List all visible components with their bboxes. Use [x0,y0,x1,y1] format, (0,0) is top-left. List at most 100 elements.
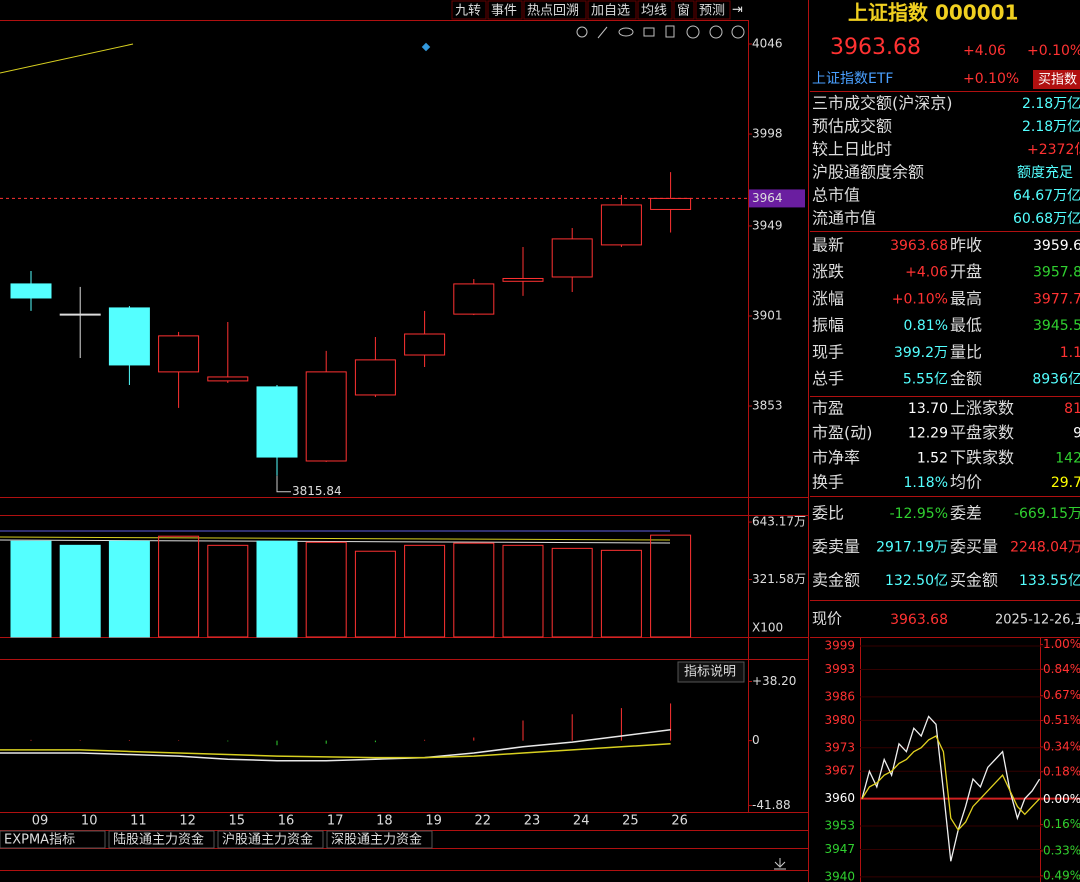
y2-tick-label: 0.18% [1043,764,1080,778]
toolbar-button[interactable] [695,0,731,20]
info-label: 量比 [950,342,982,361]
candle-body [404,333,446,356]
info-value: +4.06 [905,265,948,281]
info-label: 委比 [812,504,844,523]
info-value: 2917.19万 [876,540,948,556]
toolbar-button[interactable] [637,0,673,20]
toolbar-label[interactable]: 加自选 [591,4,630,19]
toolbar-button[interactable] [487,0,523,20]
info-value: +2372亿 [1027,142,1080,158]
tab[interactable] [326,830,433,849]
indicator-line [0,742,671,759]
info-label: 总手 [812,369,844,388]
volume-bar [551,547,593,638]
toolbar-label[interactable]: 九转 [455,4,481,19]
y-tick-label: 0 [752,733,760,747]
candle-body [502,277,544,282]
buy-label[interactable]: 买指数 [1038,73,1077,88]
buy-button[interactable] [1033,70,1080,89]
info-label: 最高 [950,289,982,308]
toolbar-button[interactable] [587,0,637,20]
info-value: 1.1 [1060,345,1080,361]
candle-body [600,204,642,246]
volume-bar [354,550,396,638]
indicator-button[interactable] [677,661,745,683]
info-value: 132.50亿 [885,573,948,589]
y-tick-label: 3940 [824,869,855,882]
info-label: 均价 [950,473,982,492]
volume-bar [502,544,544,638]
date-value: 2025-12-26,五 [995,613,1080,628]
info-label: 换手 [812,473,844,492]
indicator-button-label[interactable]: 指标说明 [684,665,736,680]
candle-body [59,313,101,316]
toolbar-button[interactable] [673,0,695,20]
info-label: 现手 [812,342,844,361]
volume-bar [59,544,101,638]
tab[interactable] [217,830,324,849]
info-value: 13.70 [908,401,948,417]
y-tick-label: 321.58万 [752,572,806,586]
toolbar-label[interactable]: 预测 [699,4,725,19]
indicator-line [0,729,671,762]
tab-label[interactable]: 沪股通主力资金 [222,832,313,848]
y2-tick-label: 0.84% [1043,662,1080,676]
y-tick-label: 3947 [824,842,855,856]
tab[interactable] [108,830,215,849]
info-label: 上涨家数 [950,399,1014,418]
info-label: 市盈 [812,399,844,418]
y2-tick-label: 0.49% [1043,868,1080,882]
info-label: 三市成交额(沪深京) [812,94,953,113]
date-label: 23 [524,814,541,829]
volume-bar [404,544,446,638]
tab-label[interactable]: 深股通主力资金 [331,832,422,848]
y2-tick-label: 1.00% [1043,637,1080,651]
candle-body [207,376,249,382]
toolbar-button[interactable] [451,0,487,20]
toolbar-icon[interactable]: ⇥ [732,3,743,18]
quote-change: +4.06 [963,43,1006,59]
date-label: 12 [179,814,196,829]
tab-label[interactable]: EXPMA指标 [4,833,75,848]
date-label: 10 [81,814,98,829]
info-label: 振幅 [812,316,844,335]
info-value: 1.52 [917,450,948,466]
quote-pct: +0.10% [1027,43,1080,59]
y2-tick-label: 0.33% [1043,843,1080,857]
download-icon[interactable] [774,858,786,870]
info-label: 开盘 [950,262,982,281]
info-value: 2248.04万 [1010,540,1080,556]
y-tick-label: 3853 [752,399,783,413]
date-label: 25 [622,814,639,829]
etf-link[interactable]: 上证指数ETF [812,71,893,87]
tab-label[interactable]: 陆股通主力资金 [113,832,204,848]
volume-bar [305,541,347,638]
toolbar-label[interactable]: 事件 [491,4,517,19]
date-label: 19 [425,814,442,829]
info-value: 8936亿 [1032,372,1080,388]
date-label: 17 [327,814,344,829]
info-value: 3977.7 [1033,291,1080,307]
toolbar-label[interactable]: 窗 [677,3,690,19]
y2-tick-label: 0.67% [1043,688,1080,702]
candle-body [650,197,692,210]
y-tick-label: 3901 [752,308,783,322]
volume-bar [207,544,249,638]
quote-price: 3963.68 [830,35,921,60]
y-tick-label: 4046 [752,37,783,51]
min-label: 3815.84 [292,484,342,498]
info-label: 买金额 [950,571,998,590]
info-label: 卖金额 [812,571,860,590]
info-value: 81 [1064,401,1080,417]
toolbar-label[interactable]: 均线 [641,4,667,19]
toolbar-button[interactable] [523,0,587,20]
toolbar-label[interactable]: 热点回溯 [527,3,579,19]
info-value: 399.2万 [894,345,948,361]
tab[interactable] [0,830,106,849]
volume-bar [256,540,298,638]
date-label: 22 [475,814,492,829]
y-tick-label: -41.88 [752,798,791,812]
info-label: 下跌家数 [950,448,1014,467]
volume-bar [600,549,642,638]
